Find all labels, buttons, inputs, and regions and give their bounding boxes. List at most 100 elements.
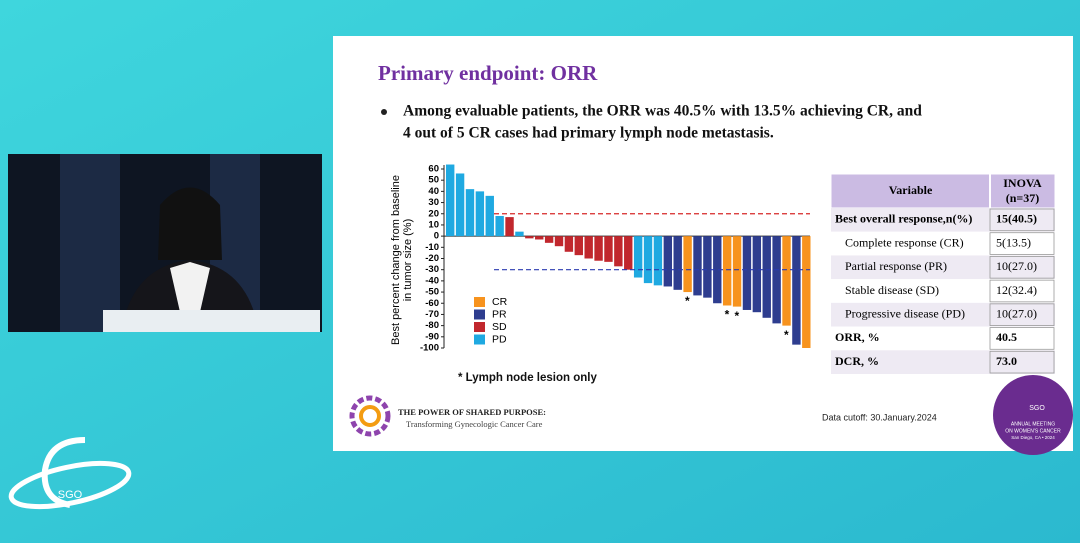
bar (703, 236, 712, 298)
bar (525, 236, 534, 239)
row-value: 15(40.5) (996, 212, 1037, 226)
bar (554, 236, 564, 247)
value-cell (989, 303, 1055, 326)
y-tick-label: 60 (428, 164, 439, 175)
bar (792, 236, 801, 345)
bar (752, 236, 762, 313)
asterisk: * (685, 294, 690, 308)
badge-text: SGO (1029, 405, 1045, 412)
legend-swatch (474, 334, 485, 345)
row-label: Best overall response,n(%) (835, 212, 972, 226)
row-label: Stable disease (SD) (845, 283, 939, 297)
bar (584, 236, 593, 259)
table-row (831, 279, 1055, 303)
table-row (831, 231, 1055, 256)
row-value: 10(27.0) (996, 306, 1037, 320)
bar (564, 236, 574, 252)
row-value: 73.0 (996, 354, 1017, 368)
y-tick-label: 40 (428, 186, 439, 197)
bar (624, 236, 633, 270)
y-axis-label: in tumor size (%) (402, 219, 414, 302)
legend-label: PD (492, 333, 507, 345)
y-tick-label: -30 (425, 264, 439, 275)
badge-text: ON WOMEN'S CANCER (1005, 428, 1061, 434)
legend-label: SD (492, 321, 507, 333)
footer-title: THE POWER OF SHARED PURPOSE: (398, 407, 546, 417)
asterisk: * (734, 309, 739, 323)
header-cell: INOVA (1003, 176, 1042, 190)
slide-title: Primary endpoint: ORR (378, 61, 598, 85)
meeting-badge: SGO ANNUAL MEETING ON WOMEN'S CANCER San… (993, 375, 1073, 455)
value-cell (989, 208, 1055, 232)
value-cell (989, 279, 1055, 303)
y-tick-label: 50 (428, 175, 439, 186)
bar (544, 236, 554, 243)
legend-label: PR (492, 308, 507, 320)
y-tick-label: -70 (425, 309, 439, 320)
row-value: 40.5 (996, 330, 1017, 344)
y-tick-label: -100 (420, 343, 439, 354)
legend-swatch (474, 309, 485, 320)
legend-swatch (474, 297, 485, 307)
bar (604, 236, 613, 262)
y-tick-label: -10 (425, 242, 439, 253)
data-cutoff: Data cutoff: 30.January.2024 (822, 412, 937, 422)
bar (732, 236, 742, 307)
bar (693, 236, 702, 296)
bar (465, 189, 475, 237)
bar (475, 191, 485, 237)
badge-text: ANNUAL MEETING (1011, 421, 1055, 427)
bar (772, 236, 781, 324)
row-label: DCR, % (835, 354, 879, 368)
bar (713, 236, 722, 304)
y-tick-label: 0 (434, 231, 439, 242)
bar (742, 236, 752, 310)
bullet-line: 4 out of 5 CR cases had primary lymph no… (403, 125, 774, 142)
bar (653, 236, 663, 286)
legend-label: CR (492, 296, 508, 308)
bar (446, 164, 455, 237)
y-tick-label: -80 (425, 320, 439, 331)
y-tick-label: 30 (428, 197, 439, 208)
row-value: 5(13.5) (996, 235, 1031, 249)
row-label: Progressive disease (PD) (845, 306, 965, 320)
asterisk: * (725, 308, 730, 322)
y-tick-label: -20 (425, 253, 439, 264)
bar (673, 236, 682, 290)
asterisk: * (784, 328, 789, 342)
row-label: ORR, % (835, 330, 880, 344)
bar (643, 236, 653, 284)
bar (683, 236, 692, 293)
bar (663, 236, 673, 287)
response-table: Variable INOVA(n=37) Best overall response… (830, 173, 1056, 374)
legend-swatch (474, 322, 485, 332)
bar (802, 236, 811, 348)
y-tick-label: -90 (425, 331, 439, 342)
y-tick-label: 10 (428, 219, 439, 230)
bullet-line: Among evaluable patients, the ORR was 40… (403, 103, 922, 120)
bar (455, 173, 465, 237)
footnote: * Lymph node lesion only (458, 372, 597, 384)
bar (762, 236, 771, 318)
y-tick-label: -40 (425, 275, 439, 286)
value-cell (989, 256, 1055, 279)
bar (505, 217, 514, 237)
row-label: Complete response (CR) (845, 235, 964, 249)
speaker-video (8, 154, 322, 332)
table-row (831, 350, 1055, 374)
table-header (830, 173, 1056, 209)
table-row (831, 326, 1055, 351)
table-row (831, 302, 1055, 327)
row-value: 10(27.0) (996, 259, 1037, 273)
row-label: Partial response (PR) (845, 259, 947, 273)
badge-text: San Diego, CA • 2024 (1011, 435, 1055, 440)
y-tick-label: 20 (428, 208, 439, 219)
bar (495, 215, 504, 237)
header-cell: (n=37) (1006, 191, 1040, 205)
y-tick-label: -50 (425, 287, 439, 298)
table-row (831, 208, 1055, 232)
bar (485, 195, 494, 237)
waterfall-chart: 6050403020100-10-20-30-40-50-60-70-80-90… (390, 164, 811, 354)
y-tick-label: -60 (425, 298, 439, 309)
